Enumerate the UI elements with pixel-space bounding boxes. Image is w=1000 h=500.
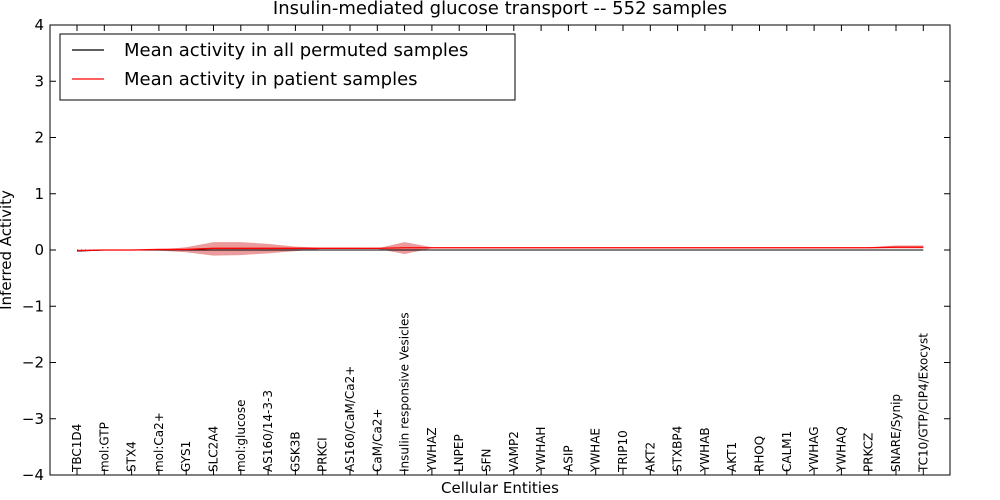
plot-area [76,242,924,256]
y-tick-label: −1 [22,297,44,315]
x-tick-label: YWHAG [807,426,821,473]
y-tick-label: 2 [34,129,44,147]
x-tick-label: SFN [480,449,494,473]
x-tick-label: TRIP10 [616,430,630,473]
y-tick-label: 1 [34,185,44,203]
x-tick-label: ASIP [561,445,575,472]
x-tick-label: YWHAB [698,427,712,473]
x-tick-label: TBC1D4 [70,424,84,473]
legend-box [59,33,516,101]
x-tick-label: PRKCZ [862,433,876,472]
y-tick-label: 3 [34,72,44,90]
x-tick-label: CALM1 [780,431,794,472]
x-tick-label: AKT2 [643,442,657,472]
x-tick-label: YWHAZ [425,427,439,473]
x-tick-label: mol:GTP [97,422,111,472]
legend-label-permuted: Mean activity in all permuted samples [124,40,468,61]
x-tick-label: CaM/Ca2+ [370,408,384,472]
tick-layer: −4 −3 −2 −1 0 1 2 3 4 TBC1D4 mol:GTP STX4 mol:Ca2+ GY… [22,16,950,484]
y-tick-label: 4 [34,16,44,34]
x-axis-label: Cellular Entities [441,479,559,497]
x-tick-label: STXBP4 [671,426,685,472]
y-tick-label: 0 [34,241,44,259]
x-tick-label: YWHAH [534,427,548,473]
x-tick-label: STX4 [125,441,139,472]
legend: Mean activity in all permuted samples Me… [59,33,516,101]
y-tick-label: −3 [22,410,44,428]
x-tick-label: AKT1 [725,442,739,472]
x-tick-label: GYS1 [179,441,193,472]
x-tick-label: GSK3B [288,431,302,472]
x-tick-label: mol:glucose [234,399,248,472]
legend-label-patient: Mean activity in patient samples [124,69,418,90]
x-tick-label: mol:Ca2+ [152,412,166,472]
x-tick-label: YWHAQ [834,426,848,473]
series-line-permuted [76,249,924,252]
x-tick-label: SLC2A4 [207,426,221,472]
x-tick-label: Insulin responsive Vesicles [398,312,412,472]
x-tick-label: AS160/CaM/Ca2+ [343,366,357,472]
x-tick-label: SNARE/Synip [889,394,903,472]
series-line-patient [76,246,924,252]
x-tick-label: TC10/GTP/CIP4/Exocyst [916,333,930,473]
y-tick-label: −4 [22,466,44,484]
y-axis-label: Inferred Activity [0,190,15,310]
x-tick-label: RHOQ [753,436,767,472]
x-tick-label: YWHAE [589,428,603,473]
chart-title: Insulin-mediated glucose transport -- 55… [273,0,727,19]
x-tick-label: AS160/14-3-3 [261,390,275,472]
x-tick-label: PRKCI [316,437,330,472]
x-tick-label: LNPEP [452,434,466,472]
x-tick-label: VAMP2 [507,431,521,472]
y-tick-label: −2 [22,354,44,372]
